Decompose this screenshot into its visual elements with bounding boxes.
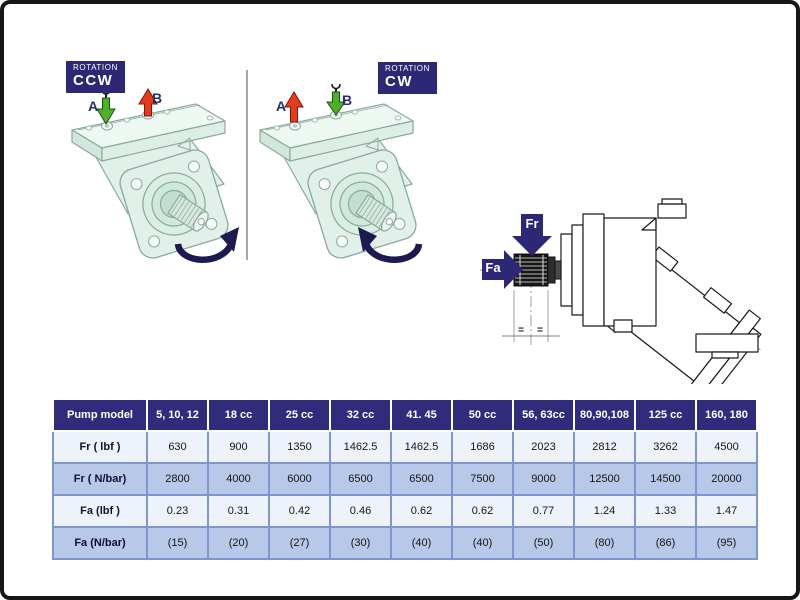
table-cell: 1.24 (573, 494, 636, 528)
table-cell: 1.47 (695, 494, 758, 528)
table-cell: (50) (512, 526, 575, 560)
port-label-b-ccw: B (152, 90, 163, 106)
row-label: Fa (N/bar) (52, 526, 148, 560)
table-cell: 2800 (146, 462, 209, 496)
table-header-col: 32 cc (329, 398, 392, 432)
table-cell: (80) (573, 526, 636, 560)
table-cell: 1.33 (634, 494, 697, 528)
table-cell: 6500 (390, 462, 453, 496)
table-cell: 1462.5 (329, 430, 392, 464)
table-header-col: 80,90,108 (573, 398, 636, 432)
rotation-tag-ccw-value: CCW (73, 71, 114, 89)
table-header-col: 50 cc (451, 398, 514, 432)
table-cell: 0.62 (390, 494, 453, 528)
table-cell: (27) (268, 526, 331, 560)
pump-body-cw (259, 103, 421, 263)
pump-diagram-cw (259, 84, 423, 263)
table-cell: (95) (695, 526, 758, 560)
table-row-fr-lbf: Fr ( lbf ) 630 900 1350 1462.5 1462.5 16… (52, 430, 758, 464)
port-label-a-ccw: A (88, 98, 99, 114)
table-cell: 2023 (512, 430, 575, 464)
rotation-tag-cw-title: ROTATION (385, 64, 430, 73)
equal-mark-right: = (537, 325, 543, 336)
port-label-b-cw: B (342, 92, 353, 108)
table-cell: 14500 (634, 462, 697, 496)
pump-side-outline (560, 198, 762, 384)
table-cell: 9000 (512, 462, 575, 496)
table-header-pump-model: Pump model (52, 398, 148, 432)
rotation-tag-ccw: ROTATION CCW (66, 61, 125, 94)
table-cell: 7500 (451, 462, 514, 496)
table-header-row: Pump model 5, 10, 12 18 cc 25 cc 32 cc 4… (52, 398, 758, 432)
rotation-tag-cw: ROTATION CW (378, 62, 437, 95)
cw-rotation-arrow-icon (358, 227, 423, 263)
table-row-fa-lbf: Fa (lbf ) 0.23 0.31 0.42 0.46 0.62 0.62 … (52, 494, 758, 528)
table-cell: 4500 (695, 430, 758, 464)
table-header-col: 25 cc (268, 398, 331, 432)
port-b-flow-arrow-ccw (138, 88, 158, 117)
port-a-flow-arrow-cw (284, 91, 304, 123)
radial-force-arrow-icon (512, 214, 552, 256)
table-header-col: 160, 180 (695, 398, 758, 432)
table-cell: 6000 (268, 462, 331, 496)
table-row-fa-nbar: Fa (N/bar) (15) (20) (27) (30) (40) (40)… (52, 526, 758, 560)
table-cell: 1462.5 (390, 430, 453, 464)
table-cell: 1350 (268, 430, 331, 464)
table-cell: 0.31 (207, 494, 270, 528)
table-row-fr-nbar: Fr ( N/bar) 2800 4000 6000 6500 6500 750… (52, 462, 758, 496)
table-header-col: 18 cc (207, 398, 270, 432)
axial-force-arrow-icon (482, 250, 523, 289)
table-header-col: 56, 63cc (512, 398, 575, 432)
table-cell: 630 (146, 430, 209, 464)
table-header-col: 5, 10, 12 (146, 398, 209, 432)
table-cell: 0.46 (329, 494, 392, 528)
table-cell: (20) (207, 526, 270, 560)
table-cell: 0.77 (512, 494, 575, 528)
table-cell: (86) (634, 526, 697, 560)
table-cell: 0.23 (146, 494, 209, 528)
table-header-col: 125 cc (634, 398, 697, 432)
rotation-tag-ccw-title: ROTATION (73, 63, 118, 72)
table-cell: 2812 (573, 430, 636, 464)
pump-side-view-diagram: = = (480, 198, 763, 384)
table-header-col: 41. 45 (390, 398, 453, 432)
table-cell: (30) (329, 526, 392, 560)
table-cell: 12500 (573, 462, 636, 496)
dimension-marks: = = (502, 290, 560, 342)
equal-mark-left: = (518, 325, 524, 336)
pump-body-ccw (71, 103, 233, 263)
table-cell: 4000 (207, 462, 270, 496)
port-b-flow-arrow-cw (326, 84, 346, 116)
port-label-a-cw: A (276, 98, 287, 114)
radial-force-label: Fr (525, 216, 539, 231)
table-cell: 3262 (634, 430, 697, 464)
row-label: Fr ( lbf ) (52, 430, 148, 464)
ccw-rotation-arrow-icon (174, 227, 239, 263)
axial-force-label: Fa (485, 260, 501, 275)
rotation-tag-cw-value: CW (385, 72, 413, 90)
table-cell: 1686 (451, 430, 514, 464)
table-cell: 20000 (695, 462, 758, 496)
table-cell: (40) (390, 526, 453, 560)
diagram-divider (246, 70, 248, 260)
table-cell: (40) (451, 526, 514, 560)
table-cell: (15) (146, 526, 209, 560)
row-label: Fr ( N/bar) (52, 462, 148, 496)
pump-diagram-ccw (71, 85, 239, 263)
table-cell: 0.62 (451, 494, 514, 528)
row-label: Fa (lbf ) (52, 494, 148, 528)
table-cell: 0.42 (268, 494, 331, 528)
table-cell: 6500 (329, 462, 392, 496)
pump-spec-table: Pump model 5, 10, 12 18 cc 25 cc 32 cc 4… (52, 398, 758, 560)
table-cell: 900 (207, 430, 270, 464)
